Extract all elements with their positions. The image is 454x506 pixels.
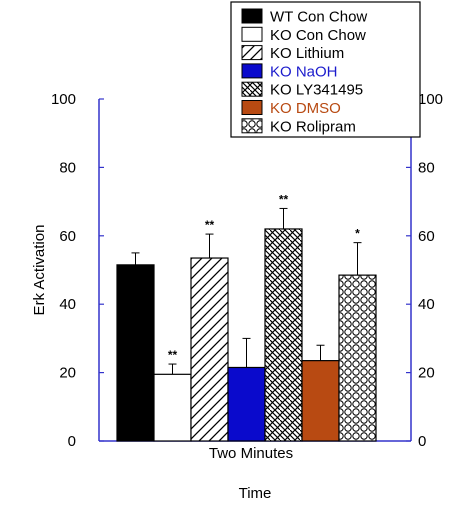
significance-annotations: ******* [168, 192, 360, 362]
legend-swatch-ko-ly341495 [241, 81, 263, 97]
left-tick-label: 20 [59, 365, 76, 382]
error-bars [131, 207, 362, 375]
bar-ko-naoh [227, 366, 266, 442]
left-tick-label: 100 [51, 91, 76, 108]
bars [116, 228, 377, 442]
right-tick-label: 0 [418, 433, 426, 450]
legend-label-ko-ly341495: KO LY341495 [270, 82, 363, 99]
legend-label-ko-lithium: KO Lithium [270, 45, 344, 62]
bar-ko-con-chow [153, 373, 192, 442]
right-tick-label: 60 [418, 228, 435, 245]
right-tick-label: 20 [418, 365, 435, 382]
legend-swatch-ko-naoh [241, 63, 263, 79]
legend-swatch-ko-con-chow [241, 26, 263, 42]
legend-label-ko-naoh: KO NaOH [270, 63, 338, 80]
left-ticks: 0 20 40 60 80 100 [51, 91, 104, 450]
legend-label-ko-con-chow: KO Con Chow [270, 27, 366, 44]
right-tick-label: 40 [418, 296, 435, 313]
legend-label-ko-rolipram: KO Rolipram [270, 118, 356, 135]
annotation-ko-con-chow: ** [168, 348, 178, 362]
bar-ko-ly341495 [264, 228, 303, 442]
annotation-ko-lithium: ** [205, 218, 215, 232]
right-tick-label: 80 [418, 159, 435, 176]
bar-ko-rolipram [338, 274, 377, 442]
legend-label-wt-con-chow: WT Con Chow [270, 9, 367, 26]
left-tick-label: 80 [59, 159, 76, 176]
legend-swatch-ko-lithium [241, 45, 263, 61]
right-tick-label: 100 [418, 91, 443, 108]
legend-label-ko-dmso: KO DMSO [270, 100, 341, 117]
legend-swatch-ko-rolipram [241, 118, 263, 134]
annotation-ko-rolipram: * [355, 227, 360, 241]
right-ticks: 0 20 40 60 80 100 [406, 91, 443, 450]
x-axis-title: Time [239, 485, 272, 502]
legend-swatch-wt-con-chow [241, 8, 263, 24]
bar-ko-dmso [301, 360, 340, 442]
legend-swatch-ko-dmso [241, 100, 263, 115]
left-tick-label: 60 [59, 228, 76, 245]
annotation-ko-ly341495: ** [279, 192, 289, 206]
left-tick-label: 0 [68, 433, 76, 450]
bar-wt-con-chow [116, 264, 155, 442]
x-tick-label: Two Minutes [209, 445, 293, 462]
bar-ko-lithium [190, 257, 229, 442]
y-axis-title: Erk Activation [31, 225, 48, 316]
left-tick-label: 40 [59, 296, 76, 313]
